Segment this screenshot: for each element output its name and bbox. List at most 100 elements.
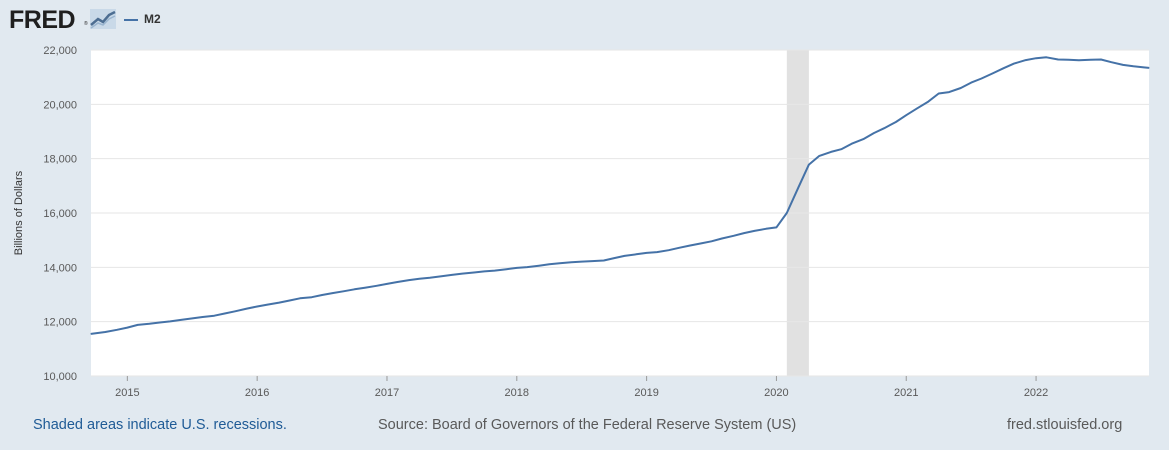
data-point [743,232,745,234]
data-point [1089,59,1092,61]
data-point [775,226,778,228]
chart-footer: Shaded areas indicate U.S. recessions. S… [0,412,1169,442]
data-point [116,329,118,331]
y-tick-label-6: 22,000 [43,45,77,57]
data-point [916,108,918,110]
data-point [883,127,885,129]
data-point [440,275,443,277]
data-point [895,121,897,123]
data-point [353,288,356,290]
data-point [678,247,680,249]
data-point [90,333,92,335]
data-point [418,278,421,280]
data-point [938,92,940,95]
data-point [526,266,528,268]
x-tick-label-6: 2021 [894,387,918,399]
data-point [656,251,658,253]
data-point [191,317,193,320]
y-tick-label-5: 20,000 [43,99,77,111]
data-point [980,77,983,80]
data-point [1035,57,1037,59]
data-point [181,319,183,321]
data-point [559,262,561,264]
data-point [266,303,269,306]
data-point [927,101,929,103]
data-point [646,252,648,254]
x-tick-label-7: 2022 [1024,387,1048,399]
data-point [461,272,463,275]
data-point [1100,58,1102,61]
data-point [538,265,540,267]
data-point [635,253,637,255]
recession-note-link[interactable]: Shaded areas indicate U.S. recessions. [33,417,287,433]
data-point [721,237,723,240]
data-point [862,138,865,140]
data-point [299,297,301,299]
data-point [700,242,702,245]
data-point [1057,58,1059,61]
data-point [786,212,788,214]
data-point [830,151,832,153]
data-point [256,305,258,308]
data-point [451,274,453,276]
data-point [104,331,106,333]
data-point [1132,65,1135,67]
x-tick-label-4: 2019 [634,387,658,399]
data-point [169,320,171,322]
data-point [1013,62,1015,65]
data-point [613,257,615,259]
data-point [1003,67,1005,69]
data-point [137,324,139,326]
data-point [516,267,518,269]
data-point [1143,66,1145,68]
data-point [818,155,820,157]
data-point [429,277,431,279]
x-tick-label-0: 2015 [115,387,139,399]
data-point [159,321,161,324]
data-point [246,308,248,310]
data-point [1025,59,1027,61]
data-point [1078,59,1080,61]
x-tick-label-5: 2020 [764,387,788,399]
data-point [710,240,713,242]
data-point [548,263,550,265]
data-point [623,255,626,257]
data-point [1110,61,1112,63]
data-point [213,315,215,317]
data-point [668,249,670,251]
data-point [905,114,907,116]
data-point [948,91,950,93]
data-point [321,294,323,296]
fred-site-link[interactable]: fred.stlouisfed.org [1007,417,1123,433]
data-point [473,271,475,274]
source-note: Source: Board of Governors of the Federa… [378,417,797,433]
data-point [581,261,583,263]
x-tick-label-3: 2018 [505,387,529,399]
data-point [483,270,485,273]
line-chart[interactable]: 10,000 12,000 14,000 16,000 18,000 20,000 22,0… [0,44,1169,400]
x-tick-label-2: 2017 [375,387,399,399]
data-point [343,290,345,292]
data-point [960,87,962,89]
y-tick-label-0: 10,000 [43,371,77,383]
fred-logo[interactable]: FRED [9,6,76,34]
data-point [408,279,410,281]
data-point [840,148,842,150]
y-tick-label-1: 12,000 [43,317,77,329]
data-point [375,285,378,287]
y-tick-label-2: 14,000 [43,262,77,274]
data-point [732,235,735,237]
data-point [278,302,280,304]
data-point [505,268,508,270]
legend-line-swatch [124,19,138,21]
data-point [970,82,972,84]
data-point [1045,56,1048,58]
data-point [1122,64,1124,66]
data-point [289,299,291,302]
data-point [331,292,334,294]
data-point [311,296,313,298]
chart-area: 10,000 12,000 14,000 16,000 18,000 20,000 22,0… [0,44,1169,400]
y-tick-label-3: 16,000 [43,208,77,220]
data-point [765,228,767,230]
data-point [603,259,605,262]
